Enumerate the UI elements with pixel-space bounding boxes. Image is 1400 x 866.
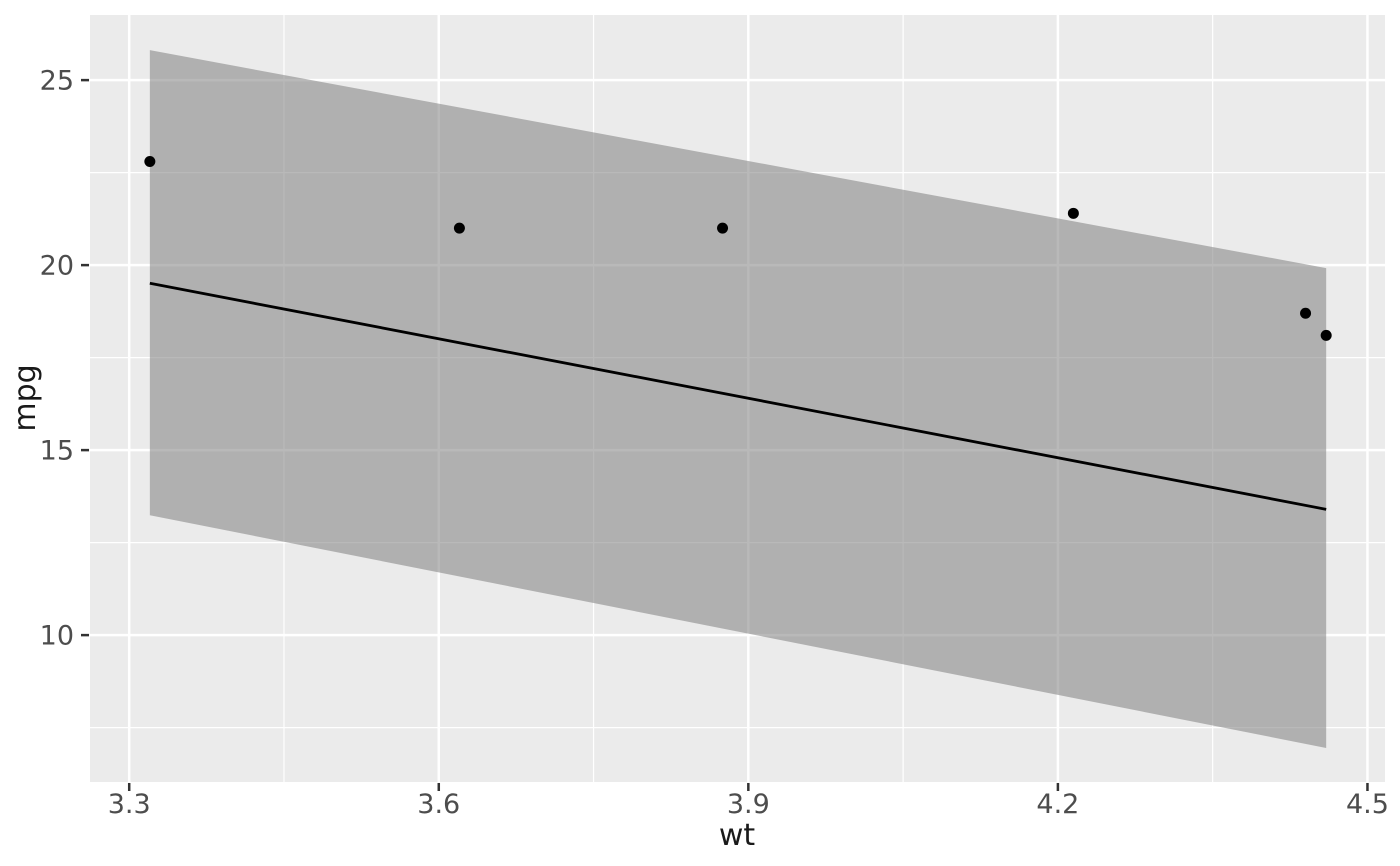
x-tick-label: 3.6 <box>417 789 460 820</box>
x-tick-label: 4.5 <box>1346 789 1389 820</box>
x-axis-tick-labels: 3.3 3.6 3.9 4.2 4.5 <box>108 789 1389 820</box>
x-axis-tick-marks <box>127 783 1369 791</box>
data-point <box>1300 307 1312 319</box>
y-axis-tick-labels: 10 15 20 25 <box>40 66 74 652</box>
y-tick-label: 10 <box>40 621 74 652</box>
y-axis-tick-marks <box>81 78 89 637</box>
x-axis-title: wt <box>719 818 756 853</box>
x-tick-label: 4.2 <box>1036 789 1079 820</box>
confidence-band <box>149 50 1327 748</box>
scatter-points <box>144 156 1332 341</box>
y-tick-label: 25 <box>40 66 74 97</box>
data-point <box>1320 329 1332 341</box>
data-point <box>1067 207 1079 219</box>
y-axis-title: mpg <box>8 364 43 431</box>
x-tick-label: 3.3 <box>108 789 151 820</box>
y-tick-label: 15 <box>40 436 74 467</box>
data-point <box>144 156 156 168</box>
x-tick-label: 3.9 <box>727 789 770 820</box>
data-point <box>453 222 465 234</box>
data-point <box>717 222 729 234</box>
regression-line <box>149 281 1327 511</box>
y-tick-label: 20 <box>40 251 74 282</box>
